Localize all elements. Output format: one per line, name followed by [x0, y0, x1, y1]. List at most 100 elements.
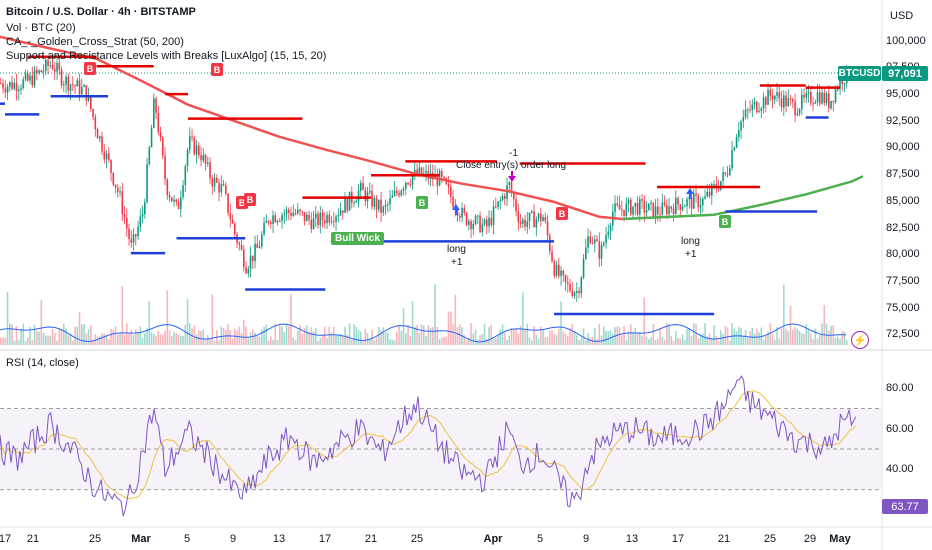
candle-body: [2, 83, 4, 89]
candle-body: [94, 116, 97, 130]
candle-body: [141, 214, 144, 217]
volume-bar: [175, 333, 178, 345]
candle-body: [803, 94, 805, 98]
sr-indicator-label[interactable]: Support and Resistance Levels with Break…: [6, 50, 327, 62]
candle-body: [747, 109, 749, 111]
close-entry-annotation: Close entry(s) order long: [456, 160, 567, 171]
candle-body: [544, 217, 547, 222]
volume-bar: [805, 323, 808, 345]
volume-bar: [524, 330, 526, 345]
candle-body: [420, 167, 423, 176]
candle-body: [598, 241, 601, 259]
volume-bar: [492, 339, 495, 345]
volume-bar: [254, 332, 256, 345]
volume-bar: [747, 337, 749, 345]
candle-body: [650, 202, 652, 204]
candle-body: [54, 68, 56, 72]
volume-bar: [51, 328, 54, 345]
candle-body: [180, 197, 182, 210]
candle-body: [283, 213, 286, 216]
volume-bar: [522, 292, 524, 345]
candle-body: [193, 137, 196, 155]
candle-body: [245, 267, 247, 274]
time-tick-label: 25: [410, 533, 424, 545]
strategy-indicator-label[interactable]: CA_-_Golden_Cross_Strat (50, 200): [6, 36, 184, 48]
volume-bar: [11, 324, 13, 345]
volume-bar: [441, 338, 443, 345]
candle-body: [362, 182, 364, 190]
volume-bar: [294, 339, 297, 345]
candle-body: [272, 215, 274, 224]
candle-body: [591, 243, 594, 245]
volume-bar: [137, 331, 139, 345]
candle-body: [481, 224, 484, 233]
volume-bar: [92, 339, 94, 345]
volume-bar: [15, 326, 18, 345]
candle-body: [243, 249, 245, 268]
volume-indicator-label[interactable]: Vol · BTC (20): [6, 22, 76, 34]
volume-bar: [407, 324, 409, 345]
candle-body: [798, 109, 801, 114]
time-tick-label: 5: [183, 533, 191, 545]
candle-body: [339, 210, 342, 216]
volume-bar: [744, 330, 747, 345]
candle-body: [90, 95, 92, 110]
currency-label[interactable]: USD: [890, 10, 914, 22]
candle-body: [540, 213, 542, 222]
volume-bar: [495, 337, 497, 345]
volume-bar: [573, 330, 576, 345]
volume-bar: [783, 284, 785, 345]
candle-body: [155, 98, 157, 113]
volume-bar: [177, 334, 180, 345]
volume-bar: [663, 340, 666, 345]
candle-body: [405, 182, 407, 189]
time-tick-label: 17: [318, 533, 332, 545]
candle-body: [522, 219, 524, 224]
candle-body: [416, 169, 418, 175]
rsi-line: [0, 375, 857, 517]
volume-bar: [339, 333, 342, 345]
volume-bar: [666, 323, 668, 345]
volume-bar: [562, 331, 565, 345]
candle-body: [596, 239, 598, 242]
volume-bar: [418, 332, 421, 345]
candle-body: [353, 202, 355, 204]
volume-bar: [317, 340, 319, 345]
volume-bar: [834, 337, 837, 345]
volume-bar: [321, 334, 324, 345]
candle-body: [162, 137, 164, 156]
candle-body: [114, 184, 117, 188]
volume-bar: [162, 334, 164, 345]
volume-bar: [164, 330, 166, 345]
lightning-icon[interactable]: ⚡: [851, 331, 869, 349]
candle-body: [384, 204, 387, 208]
volume-bar: [45, 335, 47, 345]
volume-bar: [598, 323, 601, 345]
volume-bar: [49, 335, 52, 345]
volume-bar: [758, 331, 760, 345]
volume-bar: [22, 323, 25, 345]
candle-body: [684, 206, 686, 208]
candle-body: [726, 173, 729, 175]
volume-bar: [693, 323, 695, 345]
candle-body: [67, 76, 70, 91]
candle-body: [630, 199, 632, 215]
candle-body: [585, 247, 587, 259]
candle-body: [171, 197, 173, 202]
volume-bar: [60, 328, 63, 345]
volume-bar: [717, 340, 720, 345]
price-tick-label: 80,000: [886, 248, 920, 261]
candle-body: [168, 195, 171, 198]
volume-bar: [519, 325, 522, 345]
volume-bar: [112, 329, 115, 345]
volume-ma-line: [0, 323, 847, 343]
candle-body: [13, 82, 16, 89]
candle-body: [825, 93, 828, 103]
candle-body: [389, 197, 391, 205]
candle-body: [247, 268, 250, 274]
volume-bar: [238, 326, 241, 345]
candle-body: [801, 94, 803, 110]
rsi-indicator-label[interactable]: RSI (14, close): [6, 357, 79, 369]
volume-bar: [56, 340, 58, 345]
